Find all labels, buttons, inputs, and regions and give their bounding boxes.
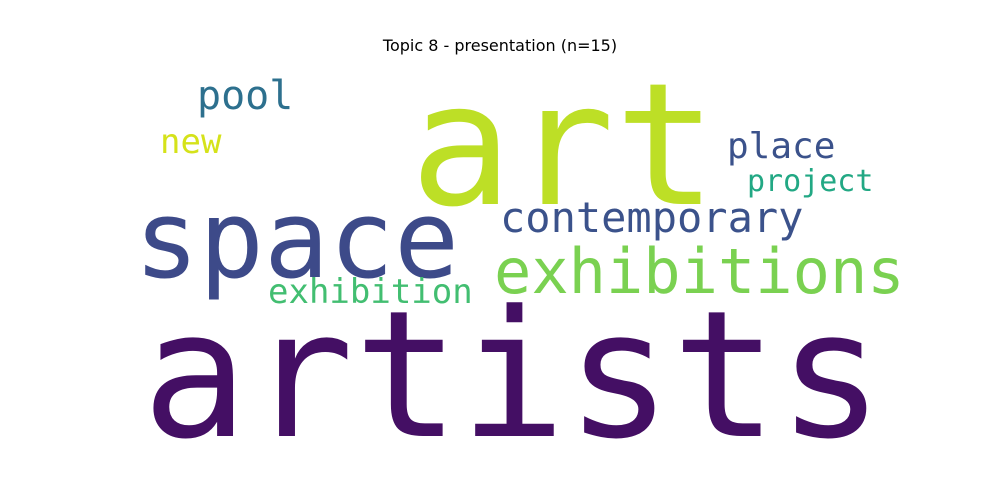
- word-exhibition: exhibition: [268, 272, 473, 312]
- word-new: new: [160, 122, 222, 162]
- word-artists: artists: [142, 273, 884, 478]
- word-project: project: [747, 164, 873, 199]
- word-place: place: [727, 126, 835, 167]
- word-art: art: [410, 47, 717, 245]
- word-pool: pool: [197, 73, 293, 119]
- chart-title: Topic 8 - presentation (n=15): [382, 36, 618, 55]
- word-contemporary: contemporary: [500, 193, 803, 242]
- word-space: space: [134, 178, 459, 303]
- word-exhibitions: exhibitions: [494, 235, 905, 308]
